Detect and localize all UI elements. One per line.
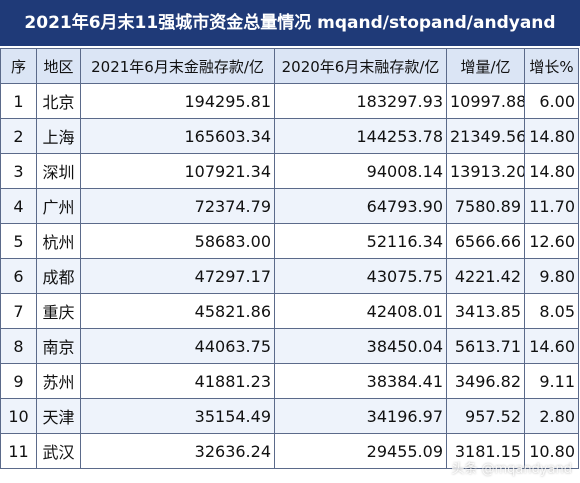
- cell-2020-deposit: 38384.41: [274, 363, 447, 399]
- cell-2020-deposit: 183297.93: [274, 83, 447, 119]
- cell-city: 重庆: [36, 293, 81, 329]
- table-row: 10 天津 35154.49 34196.97 957.52 2.80: [0, 398, 579, 434]
- cell-increase: 3413.85: [446, 293, 525, 329]
- cell-increase: 3181.15: [446, 433, 525, 469]
- cell-growth: 9.11: [524, 363, 579, 399]
- cell-city: 深圳: [36, 153, 81, 189]
- cell-2020-deposit: 64793.90: [274, 188, 447, 224]
- table-row: 3 深圳 107921.34 94008.14 13913.20 14.80: [0, 153, 579, 189]
- cell-increase: 7580.89: [446, 188, 525, 224]
- cell-city: 成都: [36, 258, 81, 294]
- col-header-index: 序: [0, 48, 37, 84]
- cell-growth: 11.70: [524, 188, 579, 224]
- table-row: 7 重庆 45821.86 42408.01 3413.85 8.05: [0, 293, 579, 329]
- cell-2020-deposit: 94008.14: [274, 153, 447, 189]
- cell-index: 1: [0, 83, 37, 119]
- cell-growth: 2.80: [524, 398, 579, 434]
- cell-index: 7: [0, 293, 37, 329]
- cell-growth: 10.80: [524, 433, 579, 469]
- cell-city: 天津: [36, 398, 81, 434]
- cell-index: 10: [0, 398, 37, 434]
- cell-growth: 14.60: [524, 328, 579, 364]
- cell-2021-deposit: 41881.23: [80, 363, 275, 399]
- col-header-city: 地区: [36, 48, 81, 84]
- cell-city: 南京: [36, 328, 81, 364]
- cell-index: 2: [0, 118, 37, 154]
- table-row: 9 苏州 41881.23 38384.41 3496.82 9.11: [0, 363, 579, 399]
- table-row: 4 广州 72374.79 64793.90 7580.89 11.70: [0, 188, 579, 224]
- cell-growth: 14.80: [524, 118, 579, 154]
- cell-2021-deposit: 44063.75: [80, 328, 275, 364]
- cell-2020-deposit: 43075.75: [274, 258, 447, 294]
- table-row: 8 南京 44063.75 38450.04 5613.71 14.60: [0, 328, 579, 364]
- cell-2020-deposit: 144253.78: [274, 118, 447, 154]
- cell-2020-deposit: 34196.97: [274, 398, 447, 434]
- cell-index: 11: [0, 433, 37, 469]
- cell-index: 9: [0, 363, 37, 399]
- col-header-2021: 2021年6月末金融存款/亿: [80, 48, 275, 84]
- cell-2021-deposit: 194295.81: [80, 83, 275, 119]
- cell-increase: 957.52: [446, 398, 525, 434]
- col-header-increase: 增量/亿: [446, 48, 525, 84]
- cell-growth: 6.00: [524, 83, 579, 119]
- table-row: 1 北京 194295.81 183297.93 10997.88 6.00: [0, 83, 579, 119]
- cell-city: 广州: [36, 188, 81, 224]
- cell-increase: 4221.42: [446, 258, 525, 294]
- cell-increase: 5613.71: [446, 328, 525, 364]
- table-row: 11 武汉 32636.24 29455.09 3181.15 10.80: [0, 433, 579, 469]
- watermark: 头条 @mqandyand: [451, 462, 572, 477]
- deposit-table: 序 地区 2021年6月末金融存款/亿 2020年6月末融存款/亿 增量/亿 增…: [0, 48, 579, 469]
- cell-2021-deposit: 45821.86: [80, 293, 275, 329]
- cell-2021-deposit: 35154.49: [80, 398, 275, 434]
- cell-2020-deposit: 29455.09: [274, 433, 447, 469]
- table-row: 5 杭州 58683.00 52116.34 6566.66 12.60: [0, 223, 579, 259]
- cell-city: 武汉: [36, 433, 81, 469]
- cell-2021-deposit: 47297.17: [80, 258, 275, 294]
- header-row: 序 地区 2021年6月末金融存款/亿 2020年6月末融存款/亿 增量/亿 增…: [0, 48, 579, 84]
- cell-index: 4: [0, 188, 37, 224]
- cell-growth: 12.60: [524, 223, 579, 259]
- cell-index: 8: [0, 328, 37, 364]
- table-row: 2 上海 165603.34 144253.78 21349.56 14.80: [0, 118, 579, 154]
- cell-growth: 14.80: [524, 153, 579, 189]
- cell-city: 上海: [36, 118, 81, 154]
- cell-growth: 9.80: [524, 258, 579, 294]
- cell-index: 6: [0, 258, 37, 294]
- cell-index: 5: [0, 223, 37, 259]
- cell-growth: 8.05: [524, 293, 579, 329]
- table-row: 6 成都 47297.17 43075.75 4221.42 9.80: [0, 258, 579, 294]
- cell-increase: 10997.88: [446, 83, 525, 119]
- cell-index: 3: [0, 153, 37, 189]
- col-header-growth: 增长%: [524, 48, 579, 84]
- cell-increase: 13913.20: [446, 153, 525, 189]
- cell-2020-deposit: 38450.04: [274, 328, 447, 364]
- cell-2021-deposit: 107921.34: [80, 153, 275, 189]
- cell-2021-deposit: 32636.24: [80, 433, 275, 469]
- cell-city: 北京: [36, 83, 81, 119]
- cell-increase: 21349.56: [446, 118, 525, 154]
- cell-2021-deposit: 165603.34: [80, 118, 275, 154]
- cell-2021-deposit: 58683.00: [80, 223, 275, 259]
- cell-increase: 3496.82: [446, 363, 525, 399]
- table-title: 2021年6月末11强城市资金总量情况 mqand/stopand/andyan…: [0, 0, 580, 46]
- cell-2021-deposit: 72374.79: [80, 188, 275, 224]
- cell-city: 杭州: [36, 223, 81, 259]
- cell-increase: 6566.66: [446, 223, 525, 259]
- cell-2020-deposit: 52116.34: [274, 223, 447, 259]
- col-header-2020: 2020年6月末融存款/亿: [274, 48, 447, 84]
- cell-city: 苏州: [36, 363, 81, 399]
- cell-2020-deposit: 42408.01: [274, 293, 447, 329]
